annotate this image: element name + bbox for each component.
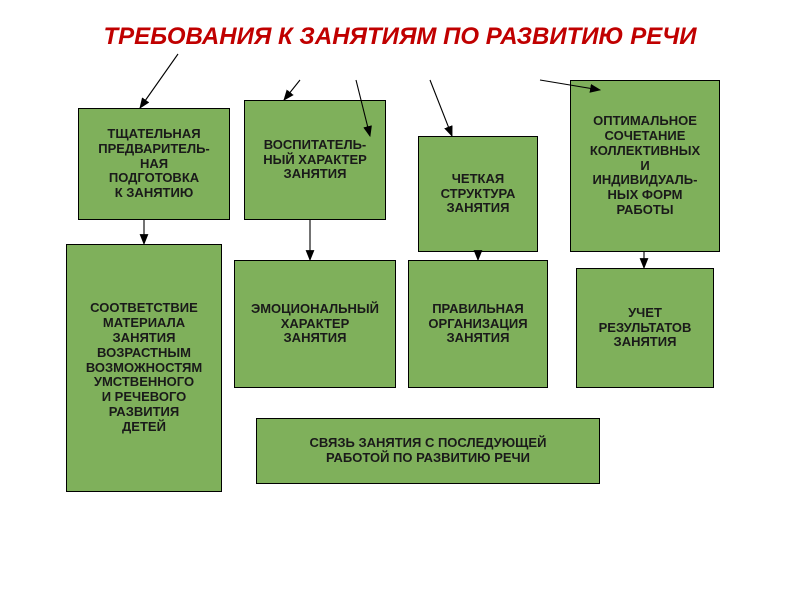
page-title: ТРЕБОВАНИЯ К ЗАНЯТИЯМ ПО РАЗВИТИЮ РЕЧИ [0,24,800,50]
box-b9: СВЯЗЬ ЗАНЯТИЯ С ПОСЛЕДУЮЩЕЙ РАБОТОЙ ПО Р… [256,418,600,484]
box-b3: ЧЕТКАЯ СТРУКТУРА ЗАНЯТИЯ [418,136,538,252]
box-b7: ПРАВИЛЬНАЯ ОРГАНИЗАЦИЯ ЗАНЯТИЯ [408,260,548,388]
box-b1: ТЩАТЕЛЬНАЯ ПРЕДВАРИТЕЛЬ- НАЯ ПОДГОТОВКА … [78,108,230,220]
box-b2: ВОСПИТАТЕЛЬ- НЫЙ ХАРАКТЕР ЗАНЯТИЯ [244,100,386,220]
arrow-0 [140,54,178,108]
box-b4: ОПТИМАЛЬНОЕ СОЧЕТАНИЕ КОЛЛЕКТИВНЫХ И ИНД… [570,80,720,252]
box-b6: ЭМОЦИОНАЛЬНЫЙ ХАРАКТЕР ЗАНЯТИЯ [234,260,396,388]
arrow-3 [430,80,452,136]
arrow-1 [284,80,300,100]
box-b5: СООТВЕТСТВИЕ МАТЕРИАЛА ЗАНЯТИЯ ВОЗРАСТНЫ… [66,244,222,492]
box-b8: УЧЕТ РЕЗУЛЬТАТОВ ЗАНЯТИЯ [576,268,714,388]
